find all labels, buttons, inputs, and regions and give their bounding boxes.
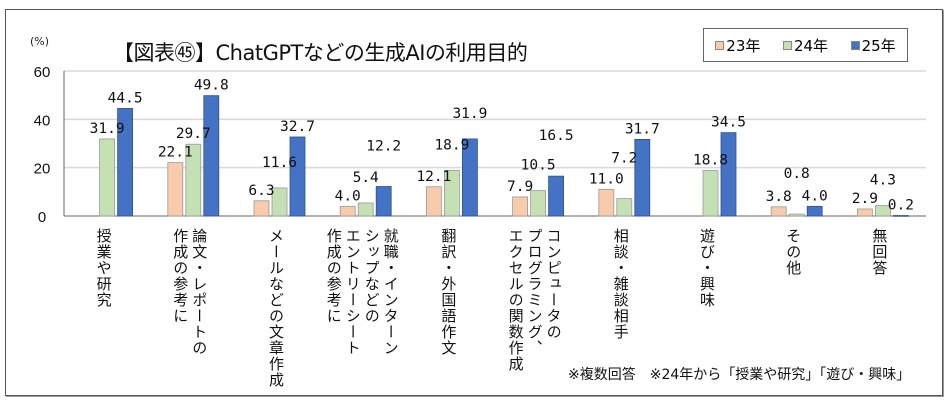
- bar-24年-3: [357, 202, 374, 217]
- category-label: コンピュータの プログラミング、 エクセルの関数作成: [506, 228, 563, 372]
- category-label: その他: [784, 228, 803, 276]
- y-axis-unit: (%): [30, 35, 50, 48]
- data-label: 2.9: [852, 191, 878, 207]
- data-label: 31.7: [625, 121, 660, 137]
- footnote: ※複数回答 ※24年から「授業や研究」「遊び・興味」: [568, 367, 911, 383]
- legend-item: 25年: [850, 35, 896, 56]
- bar-24年-1: [185, 143, 202, 217]
- category-label: 授業や研究: [94, 228, 113, 308]
- bar-23年-9: [857, 208, 873, 217]
- bar-25年-8: [806, 205, 823, 217]
- bar-24年-8: [788, 213, 805, 217]
- bar-25年-5: [548, 175, 564, 217]
- data-label: 32.7: [280, 119, 315, 135]
- data-label: 3.8: [766, 189, 792, 205]
- data-label: 18.9: [434, 137, 469, 153]
- category-label: メールなどの文章作成: [267, 228, 285, 388]
- data-label: 22.1: [158, 145, 193, 161]
- data-label: 16.5: [539, 128, 574, 144]
- legend-item: 23年: [715, 35, 760, 56]
- bar-24年-7: [702, 170, 719, 217]
- data-label: 7.2: [611, 151, 637, 167]
- data-label: 7.9: [507, 179, 533, 195]
- chart-frame: (%) 【図表㊺】ChatGPTなどの生成AIの利用目的 23年 24年 25年 0…: [5, 9, 943, 396]
- chart-title: 【図表㊺】ChatGPTなどの生成AIの利用目的: [113, 41, 528, 65]
- data-label: 29.7: [176, 126, 211, 142]
- data-label: 12.2: [366, 139, 401, 155]
- bar-23年-3: [339, 205, 356, 217]
- category-label: 就職・インターン シップなどの エントリーシート 作成の参考に: [324, 228, 400, 356]
- legend-swatch: [782, 40, 792, 50]
- bar-25年-6: [634, 138, 651, 217]
- data-label: 34.5: [711, 115, 746, 131]
- bar-25年-3: [375, 186, 392, 217]
- data-label: 6.3: [248, 183, 274, 199]
- bar-23年-2: [253, 200, 270, 217]
- plot-area: 0 20 40 60 31.9 44.5 22.1 29.7 49.8 6.3 11.6 32.7 4.…: [34, 64, 926, 226]
- bar-23年-1: [167, 162, 184, 217]
- y-tick-label: 60: [34, 64, 51, 81]
- data-label: 11.6: [262, 155, 297, 171]
- legend-label: 25年: [861, 36, 896, 55]
- bar-25年-2: [289, 136, 306, 217]
- bar-23年-5: [512, 196, 529, 217]
- bar-25年-1: [203, 95, 220, 217]
- bar-25年-7: [720, 132, 737, 217]
- data-label: 31.9: [90, 121, 125, 137]
- data-label: 5.4: [353, 170, 379, 186]
- bar-23年-4: [425, 186, 442, 217]
- bar-24年-6: [616, 198, 633, 217]
- data-label: 18.8: [693, 153, 728, 169]
- data-label: 44.5: [108, 90, 143, 106]
- data-label: 31.9: [452, 106, 487, 122]
- legend-swatch: [715, 40, 725, 50]
- bar-25年-9: [893, 215, 909, 217]
- data-label: 10.5: [521, 158, 556, 174]
- data-label: 0.2: [888, 198, 914, 214]
- bar-24年-2: [271, 187, 288, 217]
- category-label: 無回答: [870, 228, 889, 276]
- legend-label: 24年: [793, 36, 829, 55]
- bar-24年-4: [443, 169, 460, 217]
- legend: 23年 24年 25年: [703, 28, 908, 62]
- data-label: 11.0: [589, 171, 624, 187]
- y-tick-label: 40: [34, 112, 51, 129]
- legend-label: 23年: [726, 36, 761, 55]
- data-label: 4.0: [802, 188, 828, 204]
- data-label: 0.8: [784, 166, 810, 182]
- bar-24年-9: [875, 205, 891, 217]
- bar-24年-5: [530, 190, 546, 217]
- y-tick-label: 20: [34, 161, 51, 178]
- data-label: 49.8: [194, 78, 229, 94]
- category-label: 論文・レポートの 作成の参考に: [171, 228, 209, 356]
- category-label: 遊び・興味: [698, 228, 716, 308]
- legend-swatch: [850, 40, 860, 50]
- data-label: 4.3: [870, 173, 896, 189]
- category-label: 相談・雑談相手: [611, 228, 630, 340]
- bar-23年-8: [770, 206, 787, 217]
- data-label: 12.1: [416, 169, 451, 185]
- legend-item: 24年: [782, 35, 829, 56]
- bar-24年-0: [99, 138, 115, 217]
- data-label: 4.0: [335, 188, 361, 204]
- y-tick-label: 0: [38, 209, 46, 226]
- category-label: 翻訳・外国語作文: [439, 228, 458, 356]
- bar-23年-6: [598, 189, 615, 217]
- bar-25年-0: [117, 108, 133, 217]
- bar-25年-4: [461, 138, 478, 217]
